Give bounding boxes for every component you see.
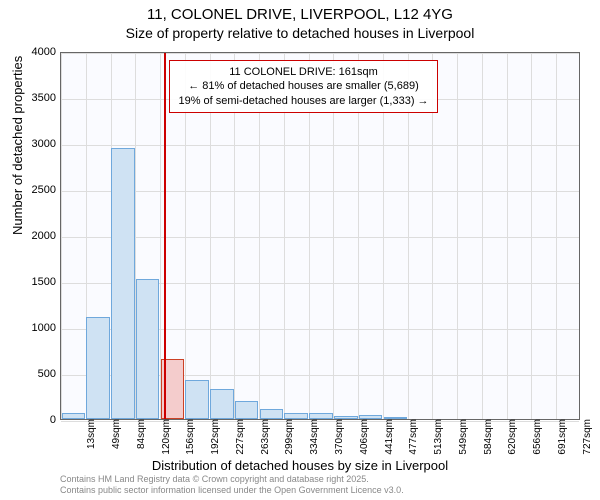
title-address: 11, COLONEL DRIVE, LIVERPOOL, L12 4YG (0, 6, 600, 23)
property-annotation-box: 11 COLONEL DRIVE: 161sqm ← 81% of detach… (169, 60, 437, 113)
annotation-smaller-pct: ← 81% of detached houses are smaller (5,… (178, 79, 428, 93)
gridline-horizontal (61, 53, 579, 54)
x-tick-label: 477sqm (408, 419, 419, 459)
x-tick-label: 192sqm (210, 419, 221, 459)
histogram-bar (210, 389, 234, 419)
y-tick-label: 4000 (16, 46, 56, 58)
histogram-bar (136, 279, 160, 419)
copyright-footer: Contains HM Land Registry data © Crown c… (60, 474, 404, 496)
x-tick-label: 691sqm (557, 419, 568, 459)
x-tick-label: 727sqm (582, 419, 593, 459)
y-tick-label: 1500 (16, 276, 56, 288)
x-tick-label: 406sqm (359, 419, 370, 459)
annotation-larger-pct: 19% of semi-detached houses are larger (… (178, 94, 428, 108)
histogram-bar (62, 413, 86, 419)
x-tick-label: 49sqm (111, 419, 122, 459)
x-tick-label: 299sqm (284, 419, 295, 459)
histogram-bar (86, 317, 110, 419)
x-tick-label: 370sqm (334, 419, 345, 459)
y-tick-label: 2000 (16, 230, 56, 242)
x-tick-label: 13sqm (86, 419, 97, 459)
histogram-bar (235, 401, 259, 419)
x-tick-label: 263sqm (260, 419, 271, 459)
title-subtitle: Size of property relative to detached ho… (0, 25, 600, 41)
gridline-vertical (457, 53, 458, 419)
y-tick-label: 500 (16, 368, 56, 380)
gridline-vertical (61, 53, 62, 419)
x-tick-label: 620sqm (507, 419, 518, 459)
x-tick-label: 656sqm (532, 419, 543, 459)
histogram-bar (111, 148, 135, 419)
gridline-horizontal (61, 191, 579, 192)
chart-title-block: 11, COLONEL DRIVE, LIVERPOOL, L12 4YG Si… (0, 0, 600, 41)
x-tick-label: 441sqm (384, 419, 395, 459)
histogram-bar (260, 409, 284, 419)
footer-line1: Contains HM Land Registry data © Crown c… (60, 474, 404, 485)
y-tick-label: 3000 (16, 138, 56, 150)
histogram-bar (185, 380, 209, 419)
x-axis-label: Distribution of detached houses by size … (0, 458, 600, 473)
gridline-vertical (556, 53, 557, 419)
gridline-vertical (482, 53, 483, 419)
x-tick-label: 513sqm (433, 419, 444, 459)
x-tick-label: 584sqm (483, 419, 494, 459)
x-tick-label: 227sqm (235, 419, 246, 459)
y-tick-label: 3500 (16, 92, 56, 104)
gridline-vertical (507, 53, 508, 419)
x-tick-label: 156sqm (185, 419, 196, 459)
x-tick-label: 334sqm (309, 419, 320, 459)
footer-line2: Contains public sector information licen… (60, 485, 404, 496)
property-marker-line (164, 53, 166, 419)
y-tick-label: 2500 (16, 184, 56, 196)
annotation-property-size: 11 COLONEL DRIVE: 161sqm (178, 65, 428, 79)
y-tick-label: 0 (16, 414, 56, 426)
y-tick-label: 1000 (16, 322, 56, 334)
x-tick-label: 549sqm (458, 419, 469, 459)
x-tick-label: 84sqm (136, 419, 147, 459)
gridline-vertical (531, 53, 532, 419)
gridline-horizontal (61, 237, 579, 238)
x-tick-label: 120sqm (161, 419, 172, 459)
gridline-horizontal (61, 145, 579, 146)
